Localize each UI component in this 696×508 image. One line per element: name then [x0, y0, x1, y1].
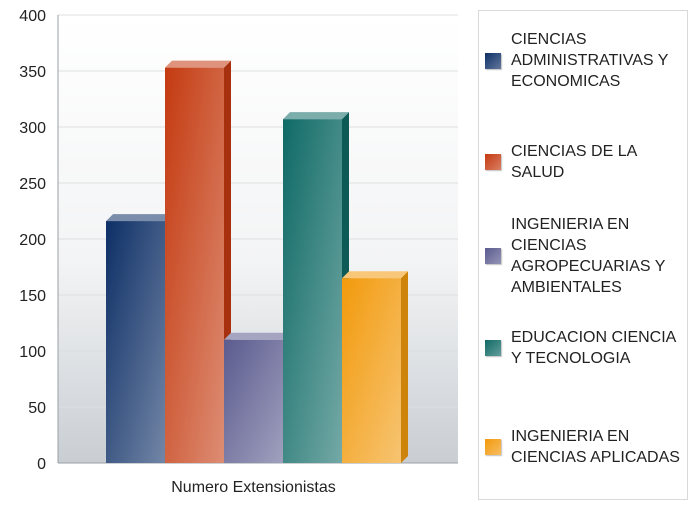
y-tick-label: 400	[19, 8, 46, 25]
y-tick-label: 100	[19, 344, 46, 361]
legend-swatch	[485, 439, 501, 455]
y-tick-label: 250	[19, 176, 46, 193]
bar	[224, 332, 290, 463]
legend-label: EDUCACION CIENCIA Y TECNOLOGIA	[511, 329, 676, 367]
bar-front-face	[106, 221, 165, 463]
bar-front-face	[224, 339, 283, 463]
y-tick-label: 0	[37, 456, 46, 473]
bar-front-face	[165, 67, 224, 463]
legend-swatch	[485, 52, 501, 69]
legend-swatch	[485, 248, 501, 264]
y-tick-label: 150	[19, 288, 46, 305]
bar	[283, 112, 349, 463]
bar-top-face	[106, 214, 172, 222]
bar-side-face	[401, 271, 408, 463]
legend-label: CIENCIAS ADMINISTRATIVAS Y ECONOMICAS	[511, 31, 669, 90]
x-category-label: Numero Extensionistas	[171, 479, 336, 496]
bar	[165, 60, 231, 463]
y-tick-label: 350	[19, 64, 46, 81]
bars	[106, 60, 408, 463]
bar-top-face	[342, 271, 408, 279]
x-axis-ticks: Numero Extensionistas	[171, 479, 336, 496]
legend-label: CIENCIAS DE LA SALUD	[511, 143, 637, 181]
legend-swatch	[485, 154, 501, 170]
bar	[342, 271, 408, 463]
legend: CIENCIAS ADMINISTRATIVAS Y ECONOMICAS CIE…	[478, 10, 688, 500]
legend-label: INGENIERIA EN CIENCIAS APLICADAS	[511, 428, 680, 466]
y-tick-label: 50	[28, 400, 46, 417]
bar-front-face	[283, 119, 342, 463]
bar-top-face	[224, 332, 290, 340]
y-axis-ticks: 0 50 100 150 200 250 300 350 400	[19, 8, 46, 473]
y-tick-label: 200	[19, 232, 46, 249]
y-tick-label: 300	[19, 120, 46, 137]
bar-front-face	[342, 278, 401, 463]
bar-top-face	[165, 60, 231, 68]
legend-label: INGENIERIA EN CIENCIAS AGROPECUARIAS Y A…	[511, 216, 666, 296]
bar	[106, 214, 172, 463]
bar-top-face	[283, 112, 349, 120]
legend-swatch	[485, 340, 501, 356]
